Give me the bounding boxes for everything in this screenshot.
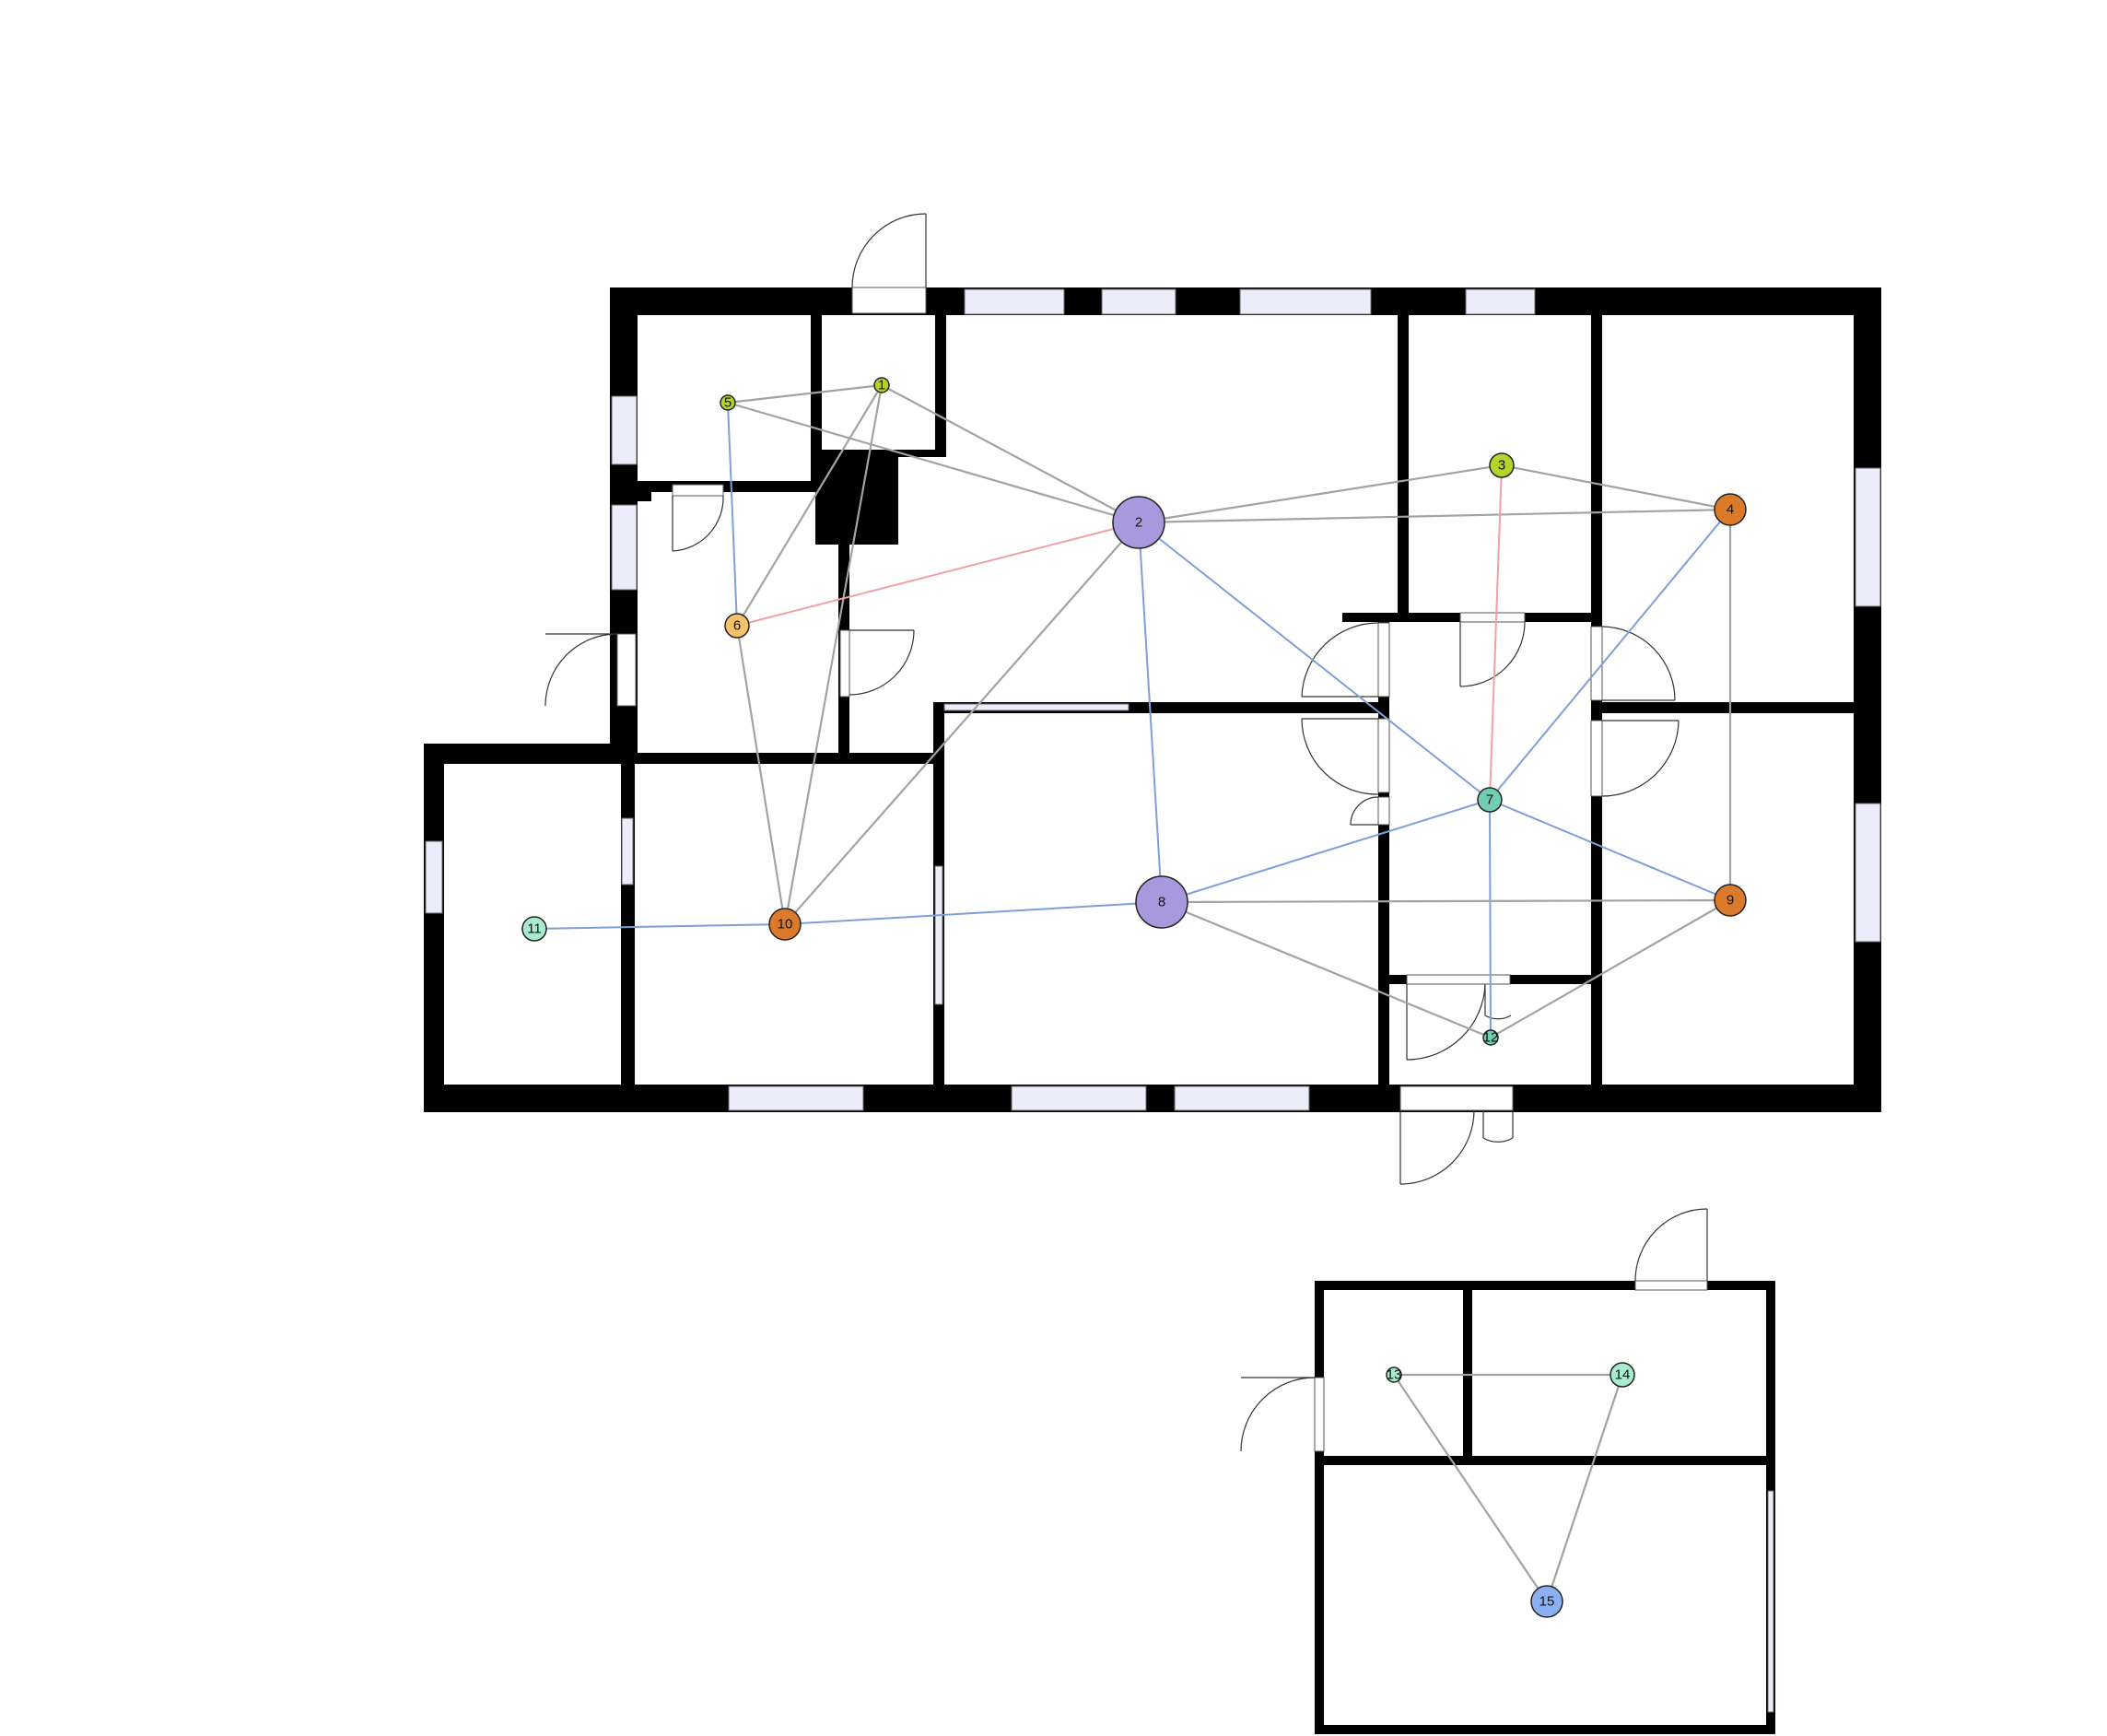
- node-label: 2: [1135, 515, 1142, 531]
- doors: [544, 213, 1680, 1185]
- edge-8-12: [1161, 900, 1492, 1039]
- edge-2-4: [1138, 508, 1731, 524]
- node-label: 14: [1615, 1367, 1631, 1383]
- node-9[interactable]: 9: [1714, 884, 1747, 917]
- edge-2-10: [784, 522, 1140, 925]
- edge-3-4: [1501, 463, 1731, 511]
- node-label: 9: [1727, 893, 1734, 909]
- node-label: 15: [1539, 1594, 1555, 1610]
- node-circle[interactable]: [1112, 496, 1165, 549]
- node-6[interactable]: 6: [724, 613, 750, 639]
- edge-1-2: [881, 384, 1140, 523]
- node-label: 1: [878, 378, 885, 393]
- node-8[interactable]: 8: [1135, 875, 1188, 929]
- node-7[interactable]: 7: [1477, 787, 1503, 813]
- node-3[interactable]: 3: [1489, 452, 1515, 478]
- node-circle[interactable]: [1482, 1029, 1499, 1046]
- edge-9-12: [1490, 899, 1731, 1038]
- edge-8-9: [1161, 898, 1731, 904]
- node-circle[interactable]: [1477, 787, 1503, 813]
- edge-1-10: [783, 384, 884, 925]
- graph-edges: [533, 383, 1732, 1602]
- node-13[interactable]: 13: [1386, 1367, 1402, 1383]
- edge-2-8: [1138, 522, 1163, 903]
- node-label: 10: [778, 917, 793, 933]
- house-walls: [424, 287, 1881, 1112]
- node-15[interactable]: 15: [1530, 1585, 1563, 1618]
- edge-2-7: [1138, 522, 1491, 801]
- node-14[interactable]: 14: [1610, 1362, 1635, 1388]
- edge-1-6: [736, 384, 883, 627]
- edge-6-2: [736, 522, 1140, 627]
- edge-10-11: [533, 923, 786, 930]
- node-2[interactable]: 2: [1112, 496, 1165, 549]
- edge-7-12: [1489, 799, 1492, 1038]
- node-label: 7: [1486, 792, 1493, 808]
- node-11[interactable]: 11: [521, 916, 547, 942]
- edge-7-8: [1161, 799, 1491, 903]
- windows: [425, 288, 1881, 1111]
- edge-2-3: [1138, 463, 1503, 524]
- node-circle[interactable]: [720, 394, 736, 411]
- outbuilding-openings: [1240, 1208, 1774, 1713]
- node-label: 12: [1483, 1030, 1499, 1046]
- edge-13-15: [1393, 1374, 1548, 1602]
- node-circle[interactable]: [1386, 1367, 1402, 1383]
- node-circle[interactable]: [1714, 493, 1747, 526]
- node-5[interactable]: 5: [720, 394, 736, 411]
- edge-6-10: [735, 625, 787, 925]
- node-circle[interactable]: [1489, 452, 1515, 478]
- node-label: 3: [1498, 458, 1505, 474]
- node-10[interactable]: 10: [768, 908, 802, 941]
- edge-8-10: [784, 901, 1163, 925]
- node-circle[interactable]: [1135, 875, 1188, 929]
- outbuilding-walls: [1315, 1281, 1775, 1734]
- node-circle[interactable]: [1714, 884, 1747, 917]
- edge-3-7: [1489, 464, 1503, 801]
- node-label: 13: [1387, 1367, 1402, 1383]
- node-label: 8: [1158, 895, 1165, 910]
- node-1[interactable]: 1: [873, 377, 890, 393]
- node-label: 4: [1727, 502, 1734, 518]
- node-label: 11: [527, 921, 542, 937]
- edge-7-9: [1489, 799, 1731, 901]
- node-4[interactable]: 4: [1714, 493, 1747, 526]
- node-label: 5: [724, 395, 732, 411]
- edge-5-1: [727, 383, 883, 405]
- node-circle[interactable]: [873, 377, 890, 393]
- node-label: 6: [733, 618, 741, 634]
- node-circle[interactable]: [1610, 1362, 1635, 1388]
- node-circle[interactable]: [1530, 1585, 1563, 1618]
- node-circle[interactable]: [724, 613, 750, 639]
- edge-14-15: [1545, 1374, 1624, 1602]
- edge-4-7: [1489, 509, 1731, 801]
- node-circle[interactable]: [521, 916, 547, 942]
- edge-5-2: [727, 401, 1140, 524]
- node-circle[interactable]: [768, 908, 802, 941]
- edge-5-6: [727, 402, 738, 627]
- node-12[interactable]: 12: [1482, 1029, 1499, 1046]
